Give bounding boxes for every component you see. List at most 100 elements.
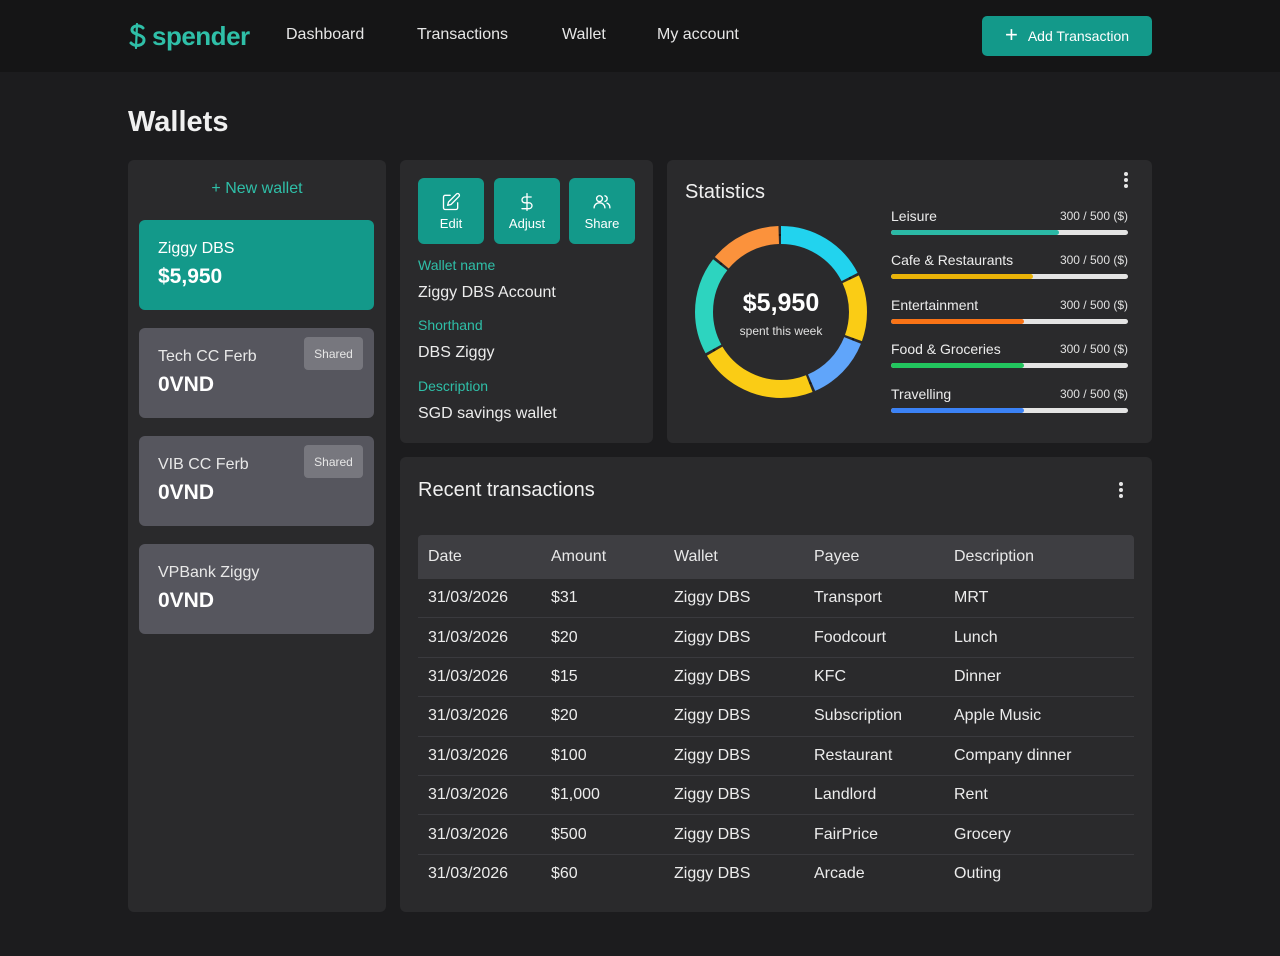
category-budget: 300 / 500 ($) bbox=[1059, 253, 1128, 267]
wallet-balance: 0VND bbox=[158, 373, 215, 396]
category-row: Leisure 300 / 500 ($) bbox=[891, 208, 1128, 238]
wallet-balance: 0VND bbox=[158, 589, 215, 612]
wallet-card[interactable]: Tech CC Ferb 0VND Shared bbox=[139, 328, 374, 418]
plus-icon: + bbox=[1004, 22, 1018, 47]
nav-my-account[interactable]: My account bbox=[657, 26, 739, 43]
edit-icon bbox=[442, 192, 461, 210]
category-progress-fill bbox=[891, 274, 1034, 279]
cell-date: 31/03/2026 bbox=[428, 589, 509, 607]
transactions-menu-icon[interactable] bbox=[1115, 480, 1127, 500]
transactions-table: Date Amount Wallet Payee Description 31/… bbox=[418, 535, 1134, 894]
cell-payee: Restaurant bbox=[814, 746, 893, 764]
category-budget: 300 / 500 ($) bbox=[1059, 342, 1128, 356]
add-transaction-label: Add Transaction bbox=[1027, 28, 1130, 44]
add-transaction-button[interactable]: + Add Transaction bbox=[982, 16, 1152, 56]
cell-wallet: Ziggy DBS bbox=[674, 707, 751, 725]
table-row[interactable]: 31/03/2026 $15 Ziggy DBS KFC Dinner bbox=[418, 658, 1134, 698]
cell-payee: FairPrice bbox=[814, 825, 879, 843]
cell-amount: $1,000 bbox=[551, 786, 600, 804]
cell-wallet: Ziggy DBS bbox=[674, 786, 751, 804]
category-name: Food & Groceries bbox=[891, 341, 1001, 357]
donut-center: $5,950 spent this week bbox=[691, 222, 871, 402]
share-label: Share bbox=[584, 215, 620, 231]
shared-badge: Shared bbox=[304, 445, 363, 478]
nav-dashboard[interactable]: Dashboard bbox=[286, 26, 365, 43]
cell-description: Rent bbox=[954, 786, 988, 804]
column-header-description[interactable]: Description bbox=[954, 548, 1035, 565]
table-row[interactable]: 31/03/2026 $20 Ziggy DBS Foodcourt Lunch bbox=[418, 618, 1134, 658]
page-title: Wallets bbox=[128, 106, 229, 138]
wallet-name-label: Wallet name bbox=[418, 257, 496, 273]
cell-description: Grocery bbox=[954, 825, 1011, 843]
category-progress-fill bbox=[891, 319, 1024, 324]
category-progress-bar bbox=[891, 274, 1128, 279]
category-row: Travelling 300 / 500 ($) bbox=[891, 386, 1128, 416]
recent-transactions-panel: Recent transactions Date Amount Wallet P… bbox=[400, 457, 1152, 912]
cell-description: Apple Music bbox=[954, 707, 1042, 725]
table-row[interactable]: 31/03/2026 $100 Ziggy DBS Restaurant Company… bbox=[418, 737, 1134, 776]
dollar-icon bbox=[521, 192, 533, 211]
app-name: spender bbox=[152, 20, 250, 51]
cell-date: 31/03/2026 bbox=[428, 707, 509, 725]
logo-s-icon bbox=[129, 23, 146, 49]
donut-segment bbox=[695, 226, 867, 398]
category-name: Entertainment bbox=[891, 297, 979, 313]
column-header-payee[interactable]: Payee bbox=[814, 548, 860, 565]
wallet-name: Tech CC Ferb bbox=[158, 348, 257, 365]
cell-amount: $20 bbox=[551, 628, 578, 646]
table-row[interactable]: 31/03/2026 $31 Ziggy DBS Transport MRT bbox=[418, 579, 1134, 619]
wallet-balance: 0VND bbox=[158, 481, 215, 504]
category-name: Travelling bbox=[891, 386, 952, 402]
cell-date: 31/03/2026 bbox=[428, 667, 509, 685]
cell-payee: KFC bbox=[814, 667, 846, 685]
wallet-name: VPBank Ziggy bbox=[158, 564, 260, 581]
cell-payee: Subscription bbox=[814, 707, 903, 725]
cell-amount: $500 bbox=[551, 825, 587, 843]
description-value: SGD savings wallet bbox=[418, 405, 557, 422]
app-logo[interactable]: spender bbox=[128, 20, 250, 52]
cell-wallet: Ziggy DBS bbox=[674, 825, 751, 843]
nav-wallet[interactable]: Wallet bbox=[562, 26, 606, 43]
table-row[interactable]: 31/03/2026 $500 Ziggy DBS FairPrice Grocery bbox=[418, 815, 1134, 855]
table-row[interactable]: 31/03/2026 $60 Ziggy DBS Arcade Outing bbox=[418, 855, 1134, 894]
category-budget: 300 / 500 ($) bbox=[1059, 387, 1128, 401]
adjust-button[interactable]: Adjust bbox=[494, 178, 560, 244]
cell-wallet: Ziggy DBS bbox=[674, 589, 751, 607]
cell-description: MRT bbox=[954, 589, 989, 607]
cell-amount: $60 bbox=[551, 865, 578, 883]
wallet-name-value: Ziggy DBS Account bbox=[418, 284, 556, 301]
column-header-amount[interactable]: Amount bbox=[551, 548, 607, 565]
users-icon bbox=[593, 194, 611, 208]
category-row: Entertainment 300 / 500 ($) bbox=[891, 297, 1128, 327]
wallet-balance: $5,950 bbox=[158, 265, 223, 288]
wallet-card[interactable]: Ziggy DBS $5,950 bbox=[139, 220, 374, 310]
description-label: Description bbox=[418, 378, 489, 394]
new-wallet-button[interactable]: + New wallet bbox=[211, 180, 303, 197]
cell-description: Company dinner bbox=[954, 746, 1072, 764]
table-header: Date Amount Wallet Payee Description bbox=[418, 535, 1134, 579]
category-budget: 300 / 500 ($) bbox=[1059, 298, 1128, 312]
wallet-name: VIB CC Ferb bbox=[158, 456, 249, 473]
spent-subtitle: spent this week bbox=[739, 323, 823, 338]
category-progress-bar bbox=[891, 408, 1128, 413]
nav-transactions[interactable]: Transactions bbox=[417, 26, 508, 43]
table-row[interactable]: 31/03/2026 $20 Ziggy DBS Subscription Apple … bbox=[418, 697, 1134, 737]
table-row[interactable]: 31/03/2026 $1,000 Ziggy DBS Landlord Rent bbox=[418, 776, 1134, 816]
column-header-wallet[interactable]: Wallet bbox=[674, 548, 718, 565]
category-budget: 300 / 500 ($) bbox=[1059, 209, 1128, 223]
cell-wallet: Ziggy DBS bbox=[674, 865, 751, 883]
cell-wallet: Ziggy DBS bbox=[674, 746, 751, 764]
cell-amount: $15 bbox=[551, 667, 578, 685]
adjust-label: Adjust bbox=[508, 215, 546, 231]
shorthand-value: DBS Ziggy bbox=[418, 344, 495, 361]
wallet-card[interactable]: VIB CC Ferb 0VND Shared bbox=[139, 436, 374, 526]
edit-button[interactable]: Edit bbox=[418, 178, 484, 244]
statistics-menu-icon[interactable] bbox=[1120, 170, 1132, 190]
wallet-name: Ziggy DBS bbox=[158, 240, 235, 257]
column-header-date[interactable]: Date bbox=[428, 548, 462, 565]
statistics-title: Statistics bbox=[685, 181, 766, 203]
wallet-card[interactable]: VPBank Ziggy 0VND bbox=[139, 544, 374, 634]
cell-wallet: Ziggy DBS bbox=[674, 628, 751, 646]
share-button[interactable]: Share bbox=[569, 178, 635, 244]
category-progress-fill bbox=[891, 363, 1024, 368]
